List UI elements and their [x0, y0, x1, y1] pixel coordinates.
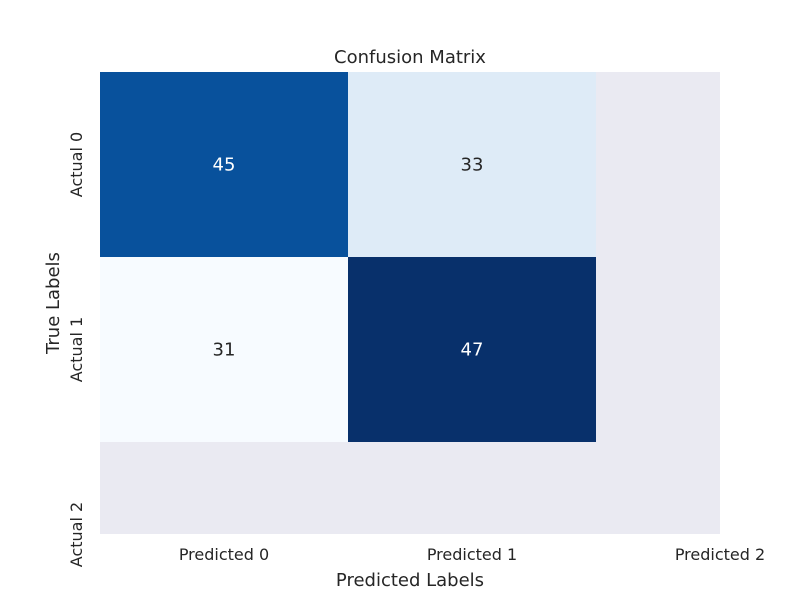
heatmap-cell-r0-c0	[100, 72, 348, 257]
heatmap-cell-r1-c0	[100, 257, 348, 442]
y-tick-label-2: Actual 2	[67, 502, 86, 567]
cell-value-r1-c0: 31	[213, 340, 236, 361]
cell-value-r0-c1: 33	[461, 155, 484, 176]
heatmap-cells	[100, 72, 596, 442]
heatmap-cell-r1-c1	[348, 257, 596, 442]
y-tick-label-1: Actual 1	[67, 317, 86, 382]
y-tick-labels: Actual 0 Actual 1 Actual 2	[67, 132, 86, 567]
cell-value-r0-c0: 45	[213, 155, 236, 176]
y-axis-label: True Labels	[43, 252, 64, 355]
heatmap-cell-labels: 45 33 31 47	[213, 155, 484, 361]
y-tick-label-0: Actual 0	[67, 132, 86, 197]
heatmap-cell-r0-c1	[348, 72, 596, 257]
chart-title: Confusion Matrix	[334, 47, 486, 68]
x-tick-labels: Predicted 0 Predicted 1 Predicted 2	[179, 545, 765, 564]
x-tick-label-0: Predicted 0	[179, 545, 269, 564]
x-axis-label: Predicted Labels	[336, 570, 484, 591]
x-tick-label-1: Predicted 1	[427, 545, 517, 564]
x-tick-label-2: Predicted 2	[675, 545, 765, 564]
cell-value-r1-c1: 47	[461, 340, 484, 361]
